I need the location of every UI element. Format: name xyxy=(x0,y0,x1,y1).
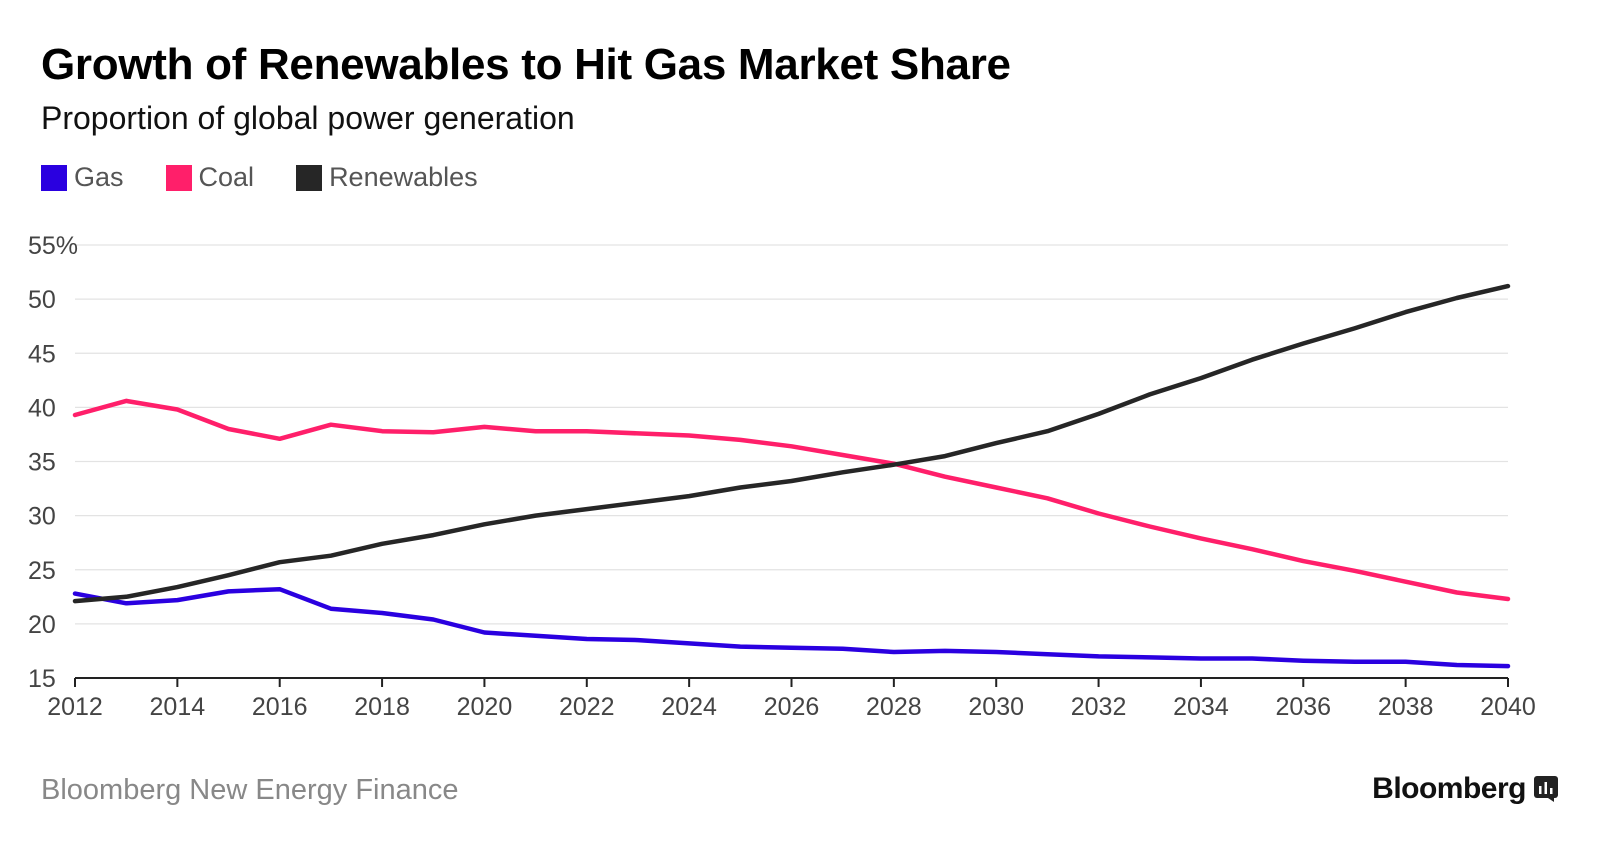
legend-swatch-gas xyxy=(41,164,67,191)
y-tick-label: 25 xyxy=(28,557,56,585)
x-tick-label: 2034 xyxy=(1173,693,1229,721)
legend-label-coal: Coal xyxy=(198,162,255,192)
x-tick-label: 2026 xyxy=(764,693,820,721)
legend-swatch-renewables xyxy=(296,164,323,191)
brand-name: Bloomberg xyxy=(1372,772,1526,805)
chart-subtitle: Proportion of global power generation xyxy=(41,100,575,136)
series-line-gas xyxy=(72,586,1511,669)
legend-swatch-coal xyxy=(165,164,192,191)
x-tick-label: 2018 xyxy=(354,693,410,721)
bloomberg-chart-icon xyxy=(1534,776,1558,802)
legend-item-gas: Gas xyxy=(41,162,124,193)
x-tick-label: 2020 xyxy=(457,693,513,721)
x-tick-label: 2032 xyxy=(1071,693,1127,721)
source-note: Bloomberg New Energy Finance xyxy=(41,774,459,806)
y-tick-label: 15 xyxy=(28,665,56,693)
y-tick-label: 30 xyxy=(28,503,56,531)
y-tick-label: 50 xyxy=(28,286,56,314)
series-lines xyxy=(72,283,1511,669)
x-tick-label: 2014 xyxy=(150,693,206,721)
x-tick-label: 2016 xyxy=(252,693,308,721)
x-tick-label: 2024 xyxy=(661,693,717,721)
y-tick-label: 55% xyxy=(28,232,78,260)
x-axis: 2012 2014 2016 2018 2020 2022 2024 2026 2028 2030… xyxy=(47,677,1536,721)
grid-lines xyxy=(75,244,1508,625)
x-tick-label: 2038 xyxy=(1378,693,1434,721)
x-tick-label: 2028 xyxy=(866,693,922,721)
y-tick-label: 40 xyxy=(28,394,56,422)
x-tick-label: 2036 xyxy=(1275,693,1331,721)
x-tick-label: 2040 xyxy=(1480,693,1536,721)
legend-label-renewables: Renewables xyxy=(329,162,478,192)
legend-label-gas: Gas xyxy=(74,162,124,192)
x-tick-label: 2030 xyxy=(968,693,1024,721)
brand-logo: Bloomberg xyxy=(1372,772,1558,806)
y-tick-label: 45 xyxy=(28,340,56,368)
y-axis-ticks: 55% 50 45 40 35 30 25 20 15 xyxy=(28,232,78,693)
series-line-renewables xyxy=(72,283,1511,604)
legend-item-coal: Coal xyxy=(165,162,255,193)
x-tick-label: 2022 xyxy=(559,693,615,721)
series-line-coal xyxy=(72,398,1511,602)
legend: Gas Coal Renewables xyxy=(41,162,520,193)
chart-title: Growth of Renewables to Hit Gas Market S… xyxy=(41,40,1011,89)
legend-item-renewables: Renewables xyxy=(296,162,478,193)
y-tick-label: 20 xyxy=(28,611,56,639)
x-tick-label: 2012 xyxy=(47,693,103,721)
y-tick-label: 35 xyxy=(28,449,56,477)
